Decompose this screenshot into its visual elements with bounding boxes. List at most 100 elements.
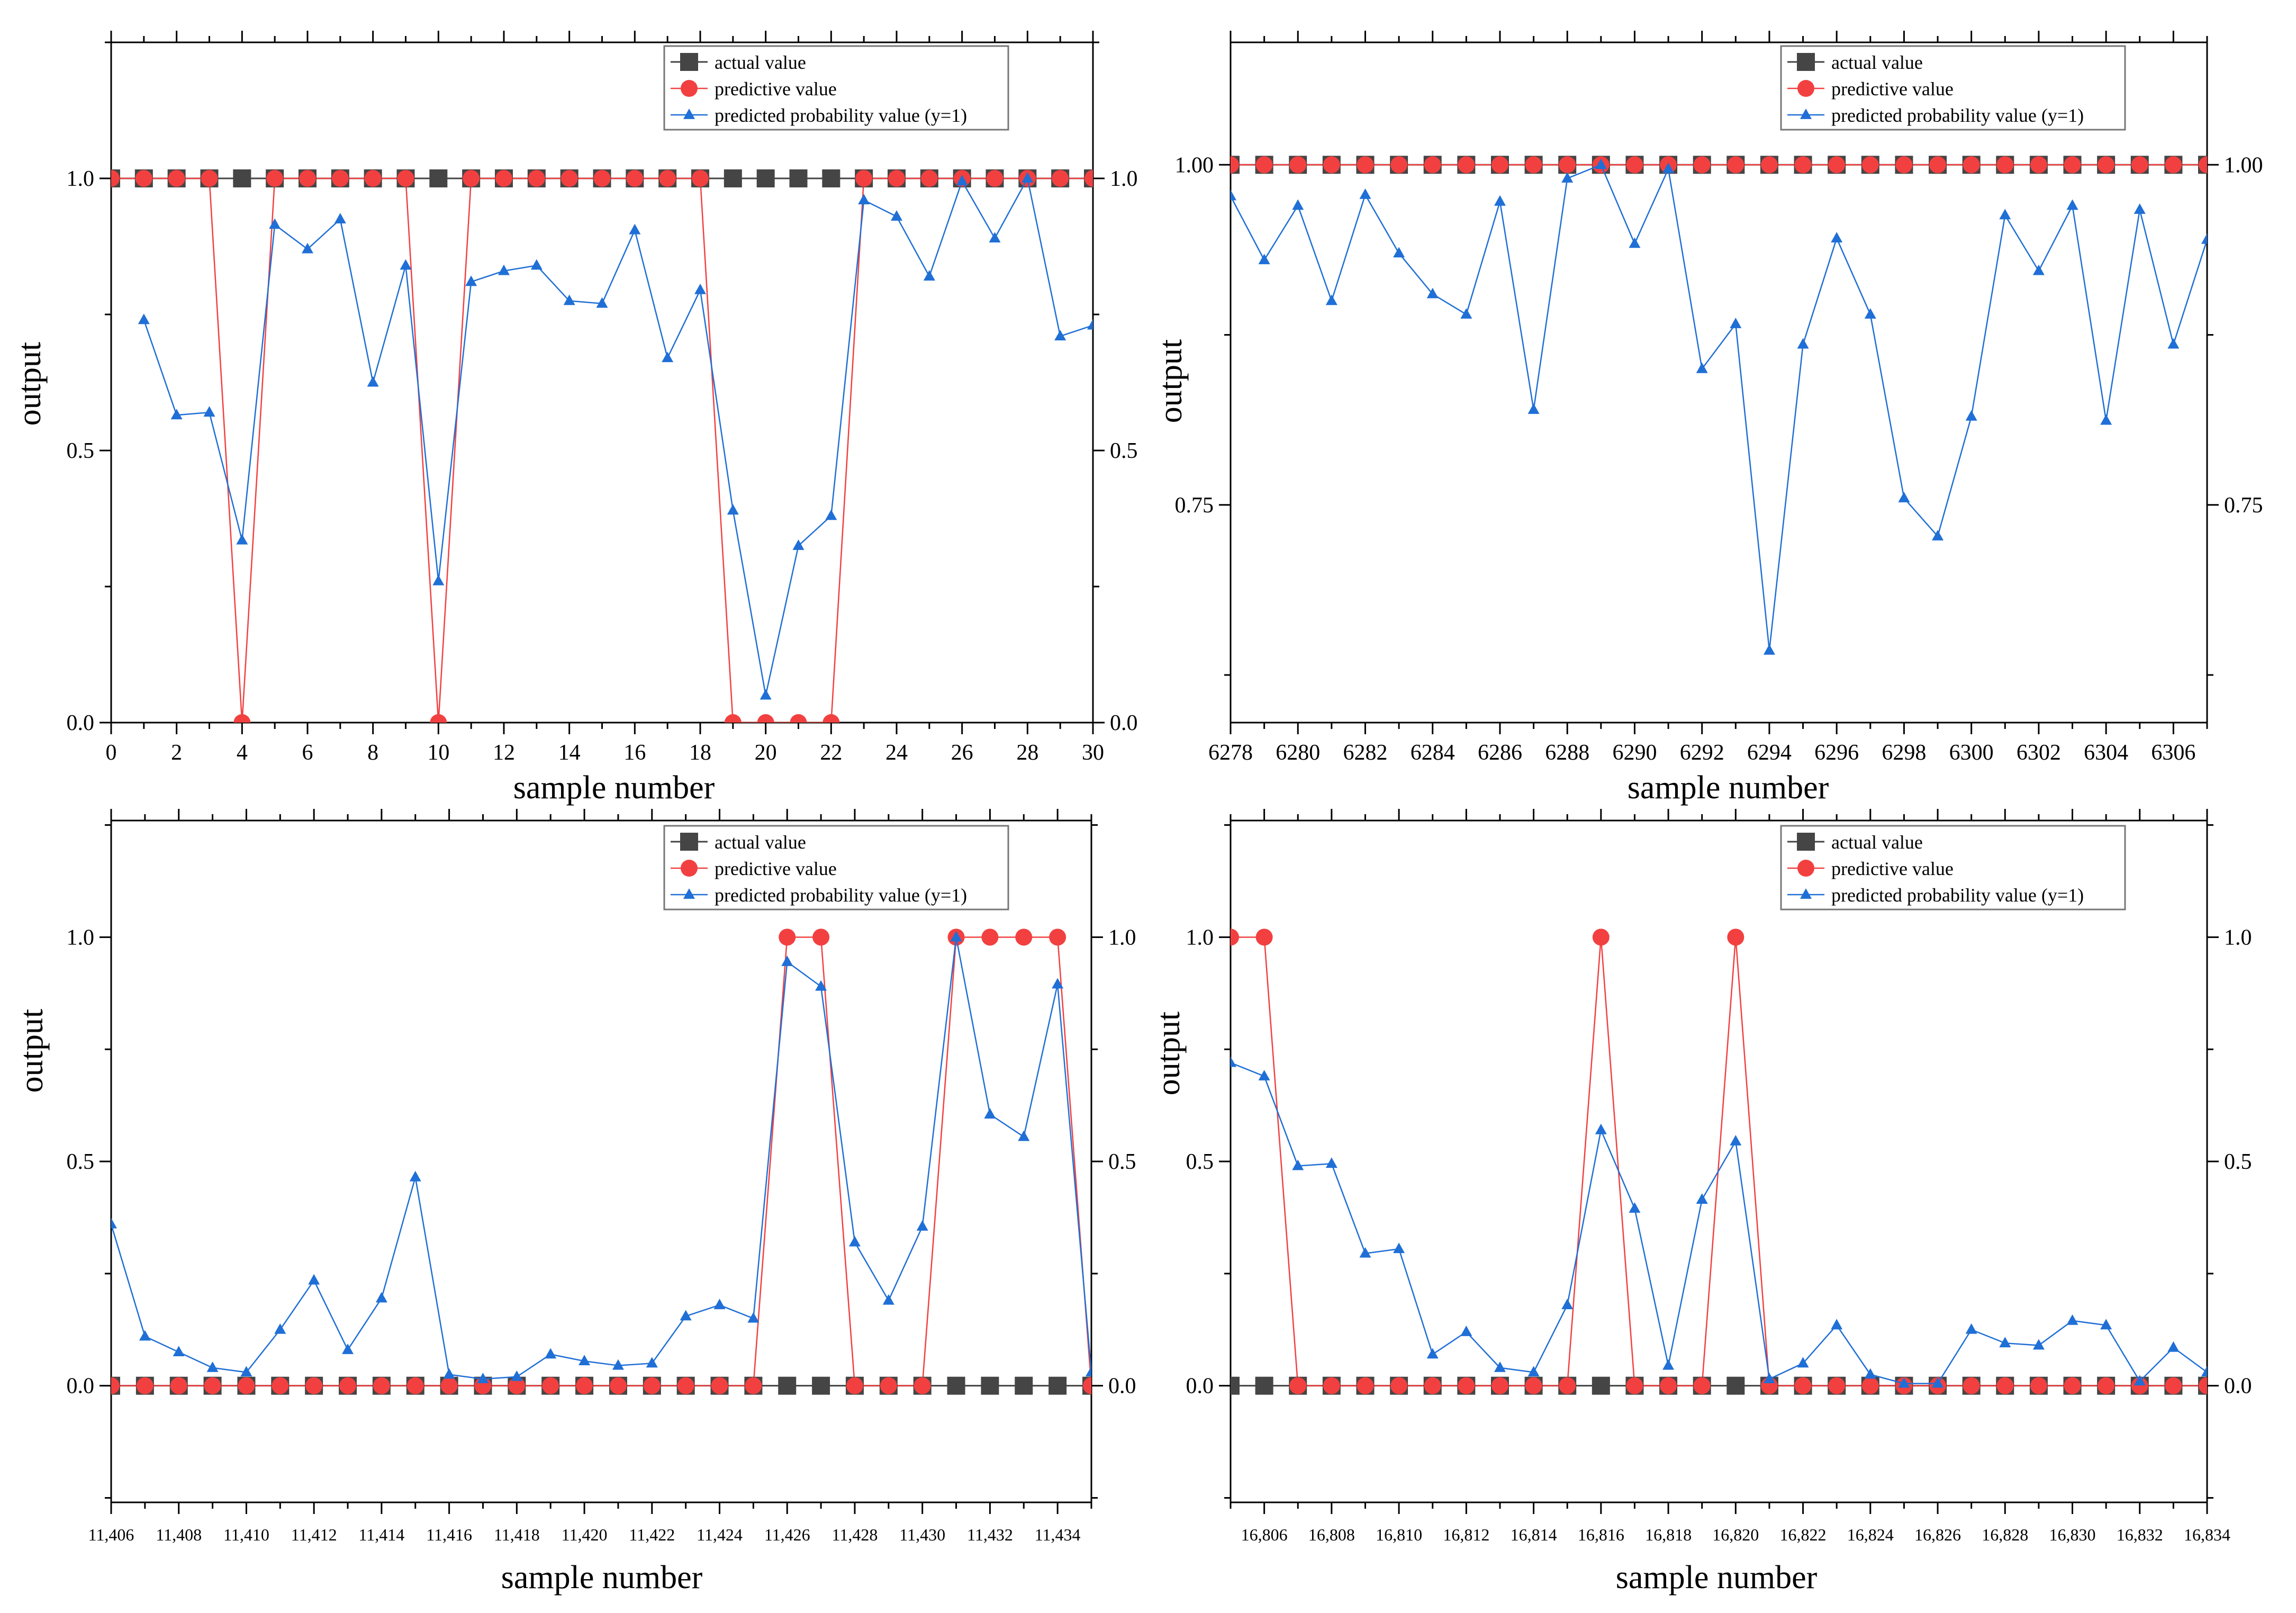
probability-marker	[1426, 1348, 1439, 1359]
legend-predictive-marker	[1797, 860, 1814, 877]
probability-marker	[2032, 1339, 2045, 1350]
probability-marker	[680, 1310, 692, 1321]
predictive-value-marker	[1049, 929, 1066, 946]
predictive-value-marker	[659, 170, 676, 187]
probability-marker	[1325, 1157, 1337, 1168]
predictive-value-marker	[2199, 1377, 2207, 1394]
probability-marker	[1864, 308, 1876, 319]
predictive-value-marker	[1660, 1377, 1677, 1394]
chart-panel-2: sample number output 6278 6280 6282 6284 628…	[1153, 31, 2263, 806]
predictive-value-marker	[440, 1377, 458, 1394]
predictive-value-marker	[233, 714, 251, 723]
probability-marker	[342, 1344, 354, 1354]
predictive-value-marker	[914, 1377, 931, 1394]
probability-marker	[825, 509, 837, 520]
x-tick-label: 16,814	[1511, 1525, 1557, 1544]
y-tick-label-right: 0.5	[1108, 1150, 1136, 1174]
x-tick-label: 26	[951, 741, 973, 765]
predictive-value-marker	[1963, 1377, 1980, 1394]
predictive-value-marker	[609, 1377, 627, 1394]
x-tick-label: 11,422	[629, 1525, 675, 1544]
predictive-value-marker	[1895, 156, 1913, 174]
predictive-value-marker	[1592, 929, 1610, 946]
actual-value-marker	[233, 169, 251, 187]
y-tick-label-right: 1.0	[1108, 925, 1136, 950]
probability-line	[111, 937, 1091, 1380]
x-tick-label: 11,412	[291, 1525, 337, 1544]
x-tick-label: 11,410	[223, 1525, 269, 1544]
probability-marker	[1086, 1366, 1091, 1377]
actual-value-marker	[756, 169, 775, 187]
predictive-value-marker	[1828, 1377, 1846, 1394]
predictive-value-marker	[272, 1377, 289, 1394]
probability-marker	[1460, 308, 1472, 319]
predictive-value-marker	[855, 170, 873, 187]
legend-label: predictive value	[715, 858, 837, 879]
legend-label: predicted probability value (y=1)	[715, 105, 967, 126]
probability-marker	[1763, 644, 1775, 655]
predictive-value-marker	[430, 714, 447, 723]
probability-marker	[2134, 203, 2146, 214]
x-axis-title: sample number	[513, 770, 715, 806]
predictive-value-marker	[305, 1377, 323, 1394]
predictive-value-marker	[779, 929, 796, 946]
x-tick-label: 6302	[2017, 741, 2061, 765]
legend-label: predicted probability value (y=1)	[1831, 105, 2084, 126]
predictive-value-marker	[1727, 156, 1744, 174]
legend-label: actual value	[1831, 832, 1923, 853]
actual-value-marker	[724, 169, 742, 187]
probability-marker	[781, 956, 793, 966]
probability-marker	[1595, 1123, 1607, 1134]
probability-marker	[815, 980, 827, 991]
predictive-value-marker	[1794, 156, 1812, 174]
probability-line	[1231, 1062, 2207, 1384]
chart-panel-4: sample number output 16,806 16,808 16,810 1…	[1151, 809, 2252, 1596]
x-tick-label: 6	[302, 741, 313, 765]
predictive-value-marker	[111, 1377, 120, 1394]
predictive-value-line	[111, 936, 1091, 1386]
actual-value-marker	[822, 169, 840, 187]
x-tick-label: 14	[558, 741, 581, 765]
x-tick-label: 30	[1082, 741, 1104, 765]
predictive-value-marker	[981, 929, 999, 946]
probability-marker	[1696, 362, 1708, 373]
predictive-value-marker	[1929, 156, 1947, 174]
y-tick-label: 1.00	[1175, 153, 1214, 177]
probability-marker	[848, 1236, 861, 1247]
probability-marker	[989, 232, 1001, 242]
probability-marker	[2201, 1366, 2207, 1377]
x-tick-label: 6284	[1411, 741, 1455, 765]
predictive-value-marker	[1693, 156, 1711, 174]
probability-marker	[1629, 1202, 1641, 1213]
probability-marker	[274, 1323, 286, 1334]
x-tick-label: 6298	[1882, 741, 1926, 765]
probability-marker	[662, 352, 674, 363]
predictive-value-marker	[1357, 1377, 1374, 1394]
y-tick-label-right: 0.5	[2224, 1150, 2252, 1174]
predictive-value-marker	[1015, 929, 1033, 946]
legend-label: predicted probability value (y=1)	[715, 885, 967, 906]
x-tick-label: 16,816	[1578, 1525, 1624, 1544]
y-tick-label-right: 0.0	[2224, 1374, 2252, 1399]
probability-marker	[1325, 294, 1337, 305]
predictive-value-marker	[1626, 156, 1643, 174]
legend-probability-marker	[683, 888, 695, 899]
predictive-value-marker	[463, 170, 480, 187]
x-tick-label: 22	[820, 741, 842, 765]
probability-marker	[956, 175, 968, 186]
probability-marker	[1696, 1193, 1708, 1204]
predictive-value-marker	[888, 170, 905, 187]
predictive-value-marker	[1963, 156, 1980, 174]
predictive-value-marker	[2064, 156, 2081, 174]
actual-value-marker	[1255, 1376, 1273, 1395]
legend: actual value predictive value predicted pr…	[1780, 825, 2126, 911]
legend-box	[1780, 45, 2126, 131]
probability-line	[143, 176, 1093, 696]
predictive-value-marker	[1289, 156, 1307, 174]
predictive-value-marker	[745, 1377, 762, 1394]
probability-line	[1231, 164, 2207, 651]
x-tick-label: 16	[623, 741, 646, 765]
legend-probability-marker	[1800, 109, 1812, 119]
predictive-value-line	[111, 177, 1093, 723]
probability-marker	[2100, 1319, 2112, 1330]
